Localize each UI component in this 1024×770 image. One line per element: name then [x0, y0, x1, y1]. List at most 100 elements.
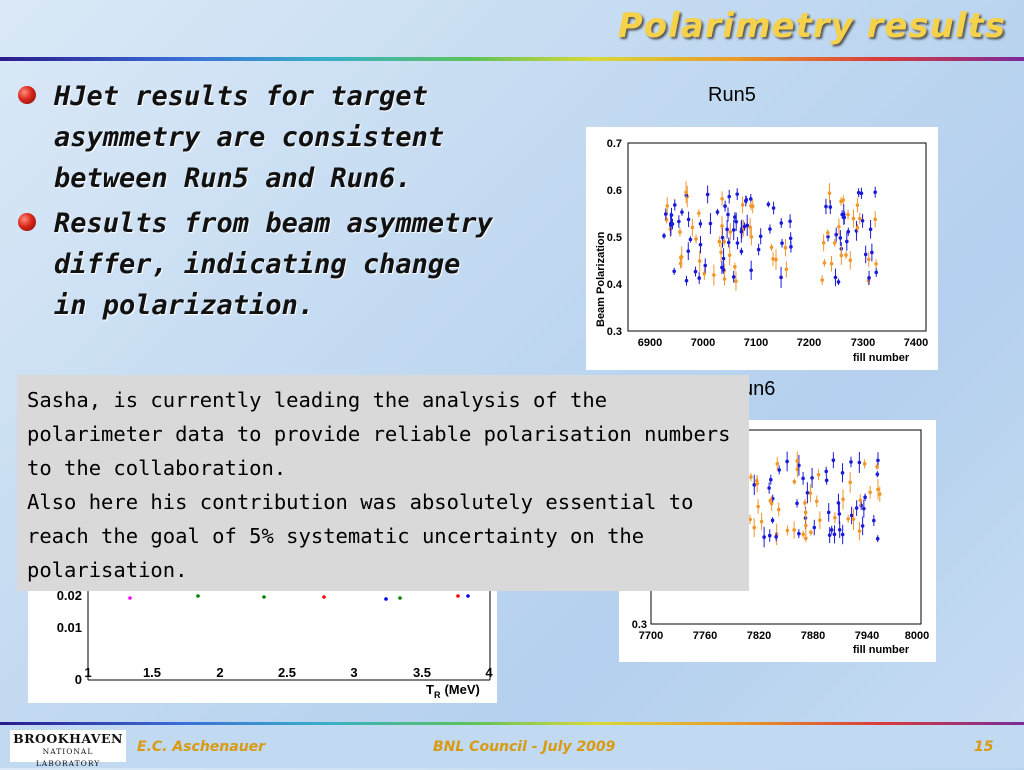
data-point [766, 202, 771, 207]
data-point [725, 227, 729, 232]
data-point [733, 264, 737, 269]
data-point [693, 269, 698, 274]
data-point [840, 471, 845, 475]
data-point [128, 596, 132, 600]
footer-event: BNL Council - July 2009 [433, 739, 616, 755]
data-point [859, 191, 864, 196]
data-point [825, 231, 830, 235]
run5-ylabel: Beam Polarization [595, 231, 607, 327]
data-point [876, 458, 880, 463]
run6-xtick: 7760 [693, 630, 717, 642]
data-point [784, 267, 789, 272]
data-point [828, 205, 833, 209]
run5-label: Run5 [708, 84, 756, 106]
data-point [722, 240, 727, 244]
data-point [788, 219, 792, 224]
footer-author: E.C. Aschenauer [137, 739, 266, 755]
bullet-list: HJet results for target asymmetry are co… [16, 76, 496, 330]
target-xtick: 3.5 [413, 665, 431, 680]
data-point [801, 476, 805, 481]
data-point [384, 597, 388, 601]
run5-xtick: 7000 [691, 337, 715, 349]
data-point [870, 250, 874, 255]
data-point [756, 247, 761, 252]
data-point [842, 215, 847, 220]
data-point [862, 506, 866, 511]
data-point [776, 507, 781, 512]
data-point [824, 204, 828, 209]
data-point [785, 528, 790, 533]
run6-xtick: 7880 [801, 630, 825, 642]
data-point [663, 212, 668, 216]
data-point [749, 268, 753, 273]
data-point [837, 512, 842, 516]
bnl-logo: BROOKHAVEN NATIONAL LABORATORY [10, 730, 126, 768]
data-point [829, 528, 834, 532]
data-point [698, 242, 703, 247]
data-point [698, 221, 703, 226]
data-point [792, 528, 796, 532]
data-point [322, 595, 326, 599]
data-point [840, 532, 845, 537]
title-divider [0, 57, 1024, 61]
run5-xtick: 7400 [904, 337, 928, 349]
target-plot: 0.02 0.01 0 1 1.5 2 2.5 3 3.5 4 TR (MeV) [57, 560, 493, 700]
data-point [836, 280, 841, 284]
note-paragraph: Sasha, is currently leading the analysis… [27, 388, 731, 480]
data-point [846, 229, 851, 234]
run6-xtick: 8000 [905, 630, 929, 642]
target-xtick: 1.5 [143, 665, 161, 680]
data-point [829, 261, 834, 266]
run5-plot-panel: Beam Polarization 0.7 0.6 0.5 0.4 0.3 69… [586, 127, 938, 370]
data-point [690, 225, 695, 230]
data-point [684, 190, 688, 195]
run6-plot: 0.3 7700 7760 7820 7880 7940 8000 fill n… [632, 429, 929, 656]
data-point [836, 501, 841, 505]
data-point [677, 219, 681, 224]
run5-ytick: 0.3 [607, 326, 622, 338]
data-point [875, 536, 880, 541]
bullet-dot-icon [18, 213, 36, 231]
data-point [863, 495, 867, 500]
data-point [851, 216, 856, 221]
data-point [668, 221, 673, 226]
data-point [815, 499, 819, 504]
data-point [719, 250, 723, 255]
data-point [720, 224, 724, 228]
data-point [792, 479, 797, 484]
data-point [662, 234, 666, 238]
run5-xtick: 7200 [797, 337, 821, 349]
data-point [874, 262, 878, 266]
data-point [755, 478, 759, 483]
data-point [739, 249, 744, 254]
data-point [748, 197, 753, 201]
target-datapoints [128, 594, 470, 601]
target-xtick-labels: 1 1.5 2 2.5 3 3.5 4 [84, 665, 493, 680]
data-point [848, 480, 852, 485]
data-point [834, 232, 838, 237]
data-point [723, 204, 727, 208]
run5-ytick: 0.4 [607, 279, 623, 291]
data-point [858, 498, 863, 503]
data-point [749, 204, 753, 208]
target-ytick: 0.01 [57, 620, 82, 635]
logo-main-text: BROOKHAVEN [13, 731, 123, 746]
data-point [705, 192, 710, 197]
data-point [752, 483, 757, 487]
data-point [838, 236, 843, 240]
data-point [872, 518, 876, 523]
target-xlabel: TR (MeV) [426, 682, 480, 700]
data-point [849, 513, 854, 518]
data-point [262, 595, 266, 599]
run5-xtick: 7100 [744, 337, 768, 349]
run6-xtick: 7820 [747, 630, 771, 642]
run5-frame [627, 142, 927, 332]
bullet-text: Results from beam asymmetry differ, indi… [54, 208, 493, 321]
target-xtick: 4 [485, 665, 493, 680]
data-point [848, 258, 853, 263]
run5-plot: Beam Polarization 0.7 0.6 0.5 0.4 0.3 69… [595, 138, 928, 364]
data-point [837, 224, 841, 229]
data-point [833, 275, 838, 280]
data-point [767, 486, 771, 490]
data-point [857, 529, 862, 533]
